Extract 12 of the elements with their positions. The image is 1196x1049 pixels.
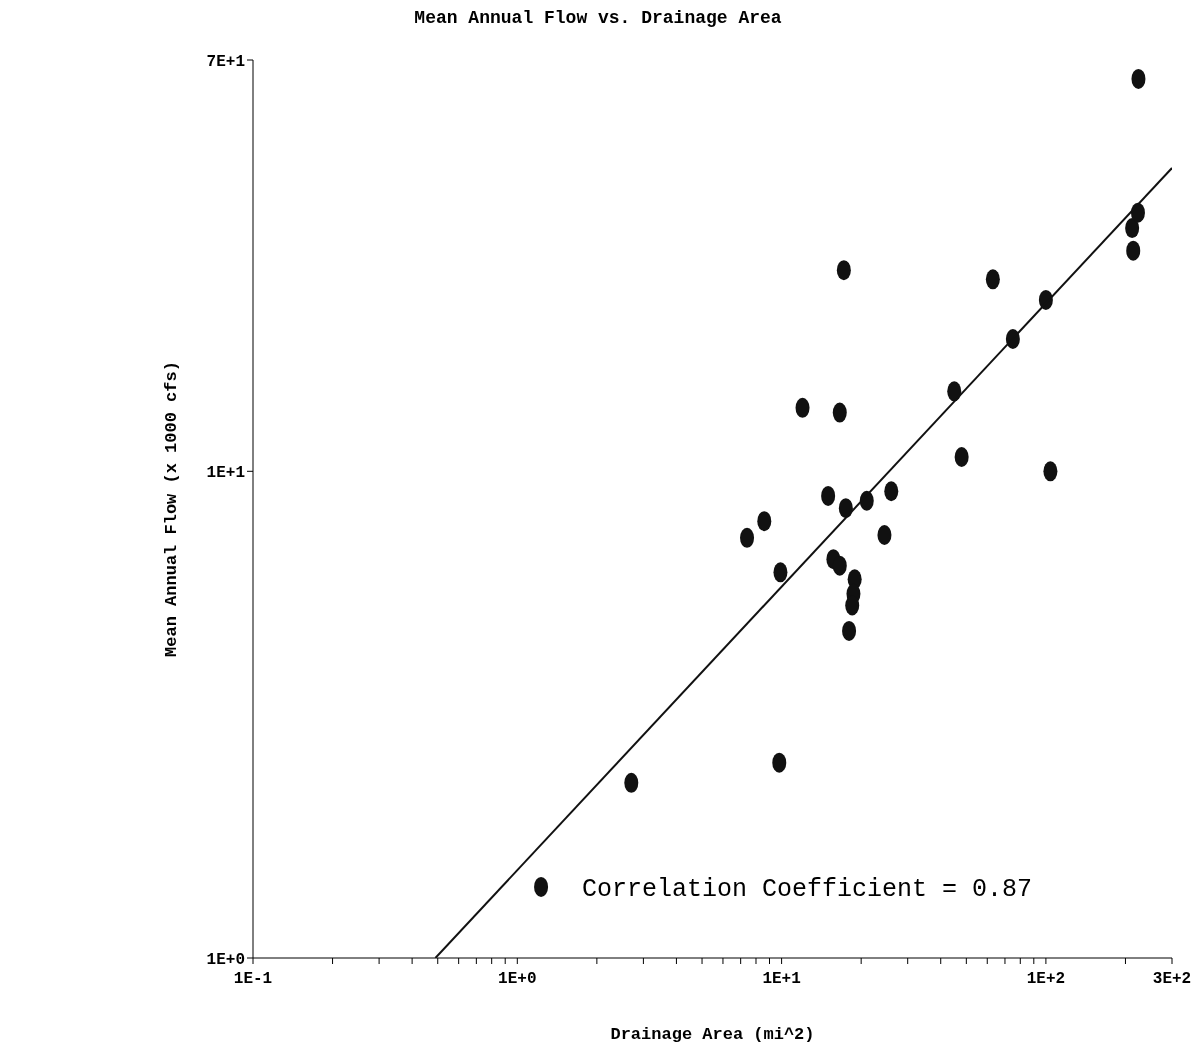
x-axis-title: Drainage Area (mi^2)	[610, 1025, 815, 1044]
y-tick-label: 1E+0	[206, 950, 245, 969]
x-tick-label: 1E+1	[762, 970, 801, 989]
y-axis-title: Mean Annual Flow (x 1000 cfs)	[162, 361, 182, 657]
x-tick-label: 1E+2	[1026, 970, 1066, 989]
x-tick-label: 3E+2	[1152, 970, 1192, 989]
chart-title: Mean Annual Flow vs. Drainage Area	[413, 8, 783, 28]
y-tick-label: 7E+1	[206, 52, 245, 71]
annotation: Correlation Coefficient = 0.87	[582, 875, 1033, 904]
x-tick-label: 1E+0	[498, 970, 537, 989]
x-tick-label: 1E-1	[233, 970, 273, 989]
y-tick-label: 1E+1	[206, 463, 245, 482]
